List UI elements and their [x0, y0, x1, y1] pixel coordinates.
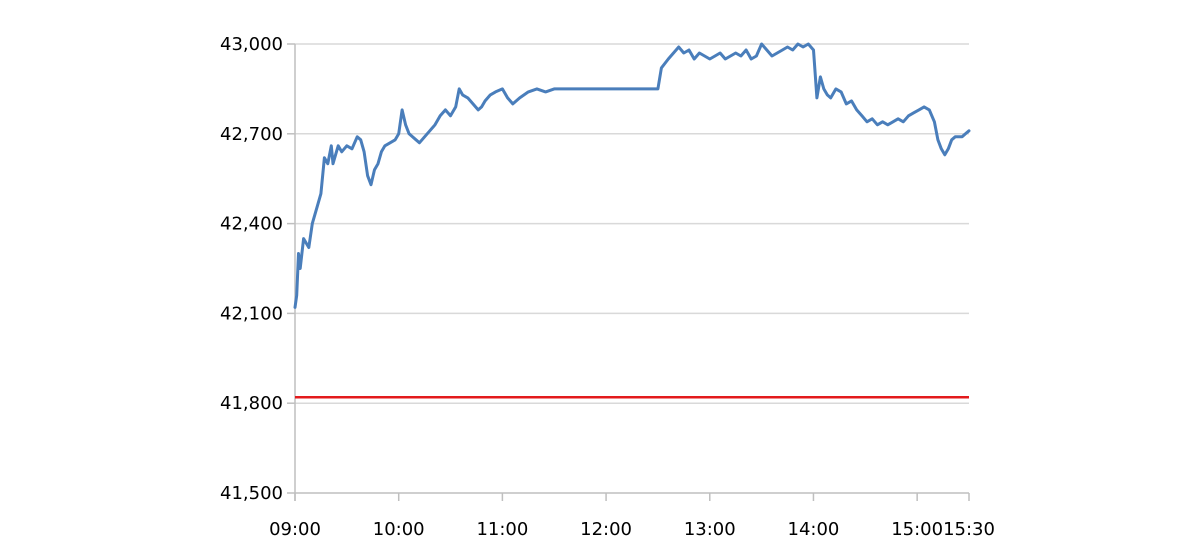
price-series-line	[293, 42, 971, 309]
axes	[287, 43, 970, 501]
x-tick-label: 12:00	[580, 519, 632, 540]
x-tick-label: 14:00	[788, 519, 840, 540]
x-tick-labels: 09:00 10:00 11:00 12:00 13:00 14:00 15:00 15:30	[269, 519, 995, 540]
gridlines	[295, 43, 969, 404]
y-tick-label: 41,500	[220, 483, 283, 504]
y-tick-labels: 41,500 41,800 42,100 42,400 42,700 43,000	[220, 34, 283, 504]
y-tick-label: 42,100	[220, 303, 283, 324]
x-tick-label: 15:00	[891, 519, 943, 540]
x-tick-label: 09:00	[269, 519, 321, 540]
y-tick-label: 41,800	[220, 393, 283, 414]
x-tick-label: 15:30	[943, 519, 995, 540]
y-tick-label: 42,400	[220, 214, 283, 235]
x-tick-label: 11:00	[476, 519, 528, 540]
x-tick-label: 10:00	[373, 519, 425, 540]
series-group	[293, 42, 971, 309]
x-tick-label: 13:00	[684, 519, 736, 540]
y-tick-label: 43,000	[220, 34, 283, 55]
y-tick-label: 42,700	[220, 124, 283, 145]
